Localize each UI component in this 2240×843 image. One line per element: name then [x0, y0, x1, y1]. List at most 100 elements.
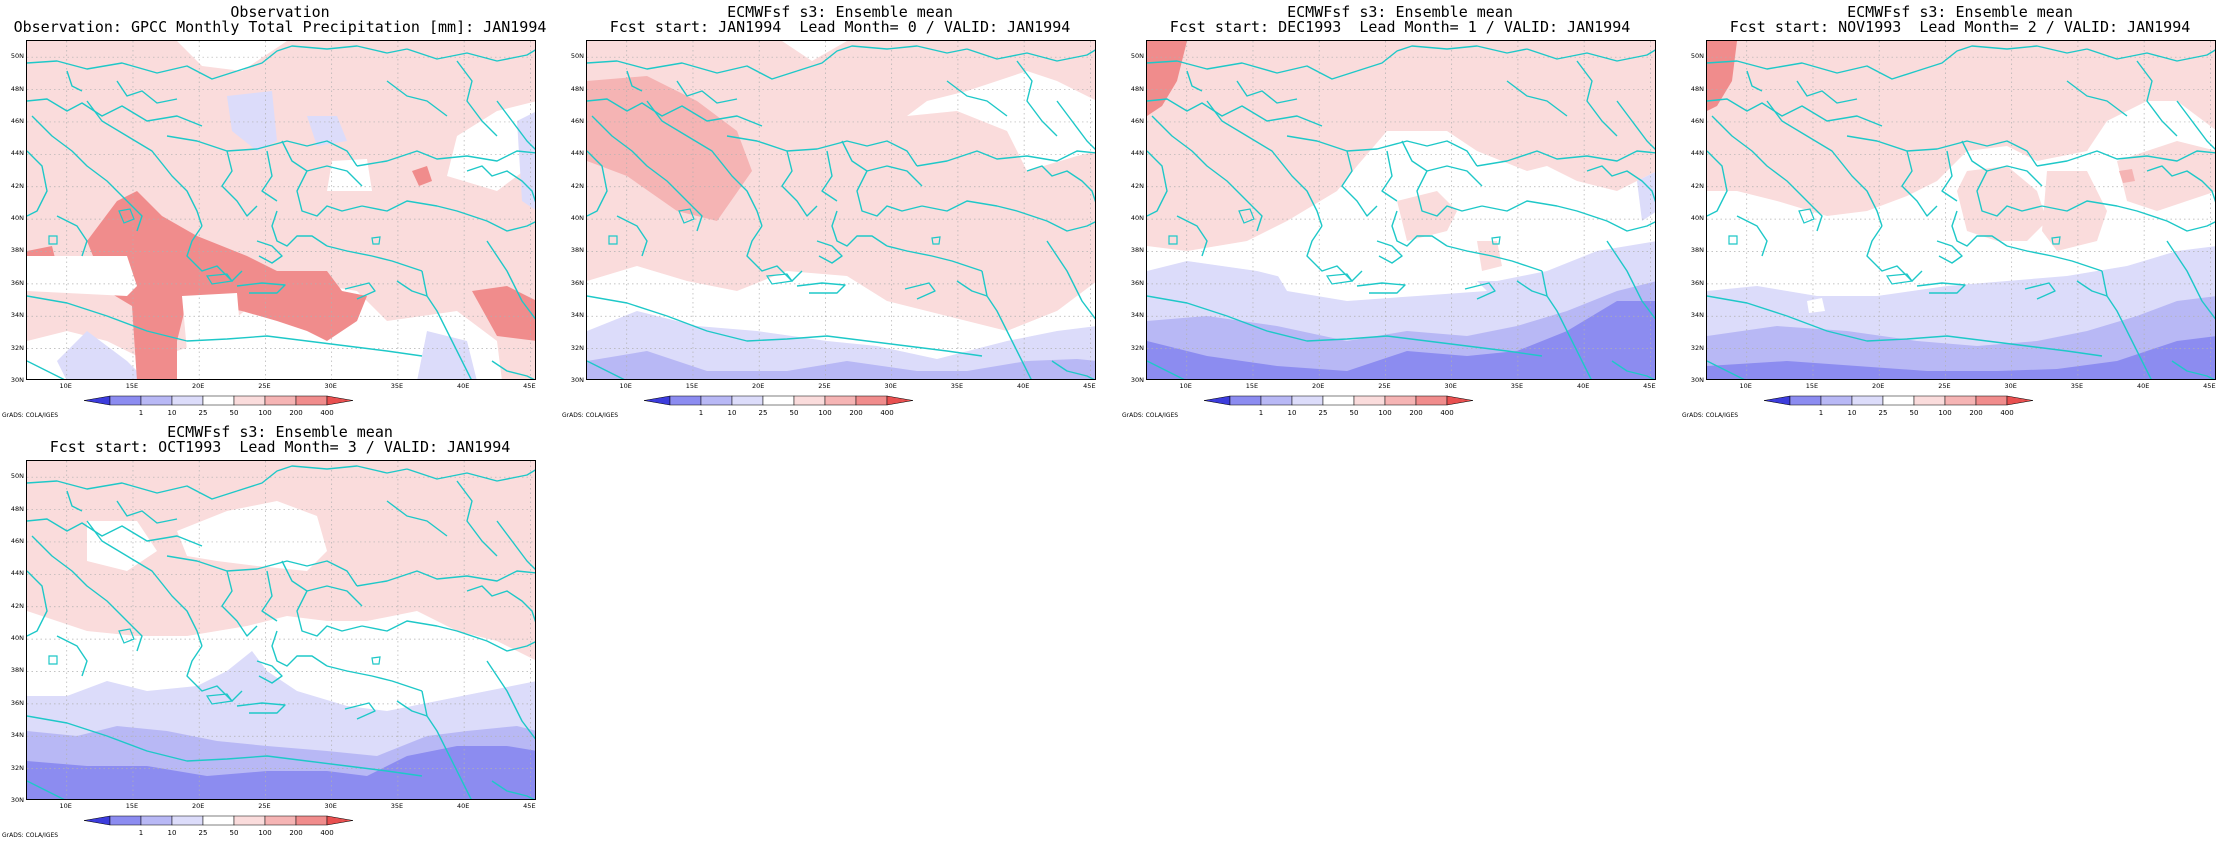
- colorbar-min-arrow: [1203, 395, 1231, 406]
- coastline: [1446, 245, 1543, 272]
- coastline: [326, 245, 423, 272]
- colorbar-min-arrow: [643, 395, 671, 406]
- latitude-label: 48N: [10, 84, 24, 93]
- coastline: [1206, 100, 1323, 227]
- shaded-contour-region: [472, 286, 535, 341]
- coastline: [1866, 225, 1923, 282]
- coastline: [616, 215, 648, 257]
- coastline: [2024, 282, 2056, 300]
- colorbar-tick-label: 200: [289, 409, 302, 417]
- latitude-label: 30N: [1690, 376, 1704, 384]
- longitude-label: 35E: [1510, 382, 1524, 390]
- colorbar-tick-label: 100: [1378, 409, 1391, 417]
- latitude-label: 42N: [1130, 181, 1144, 190]
- coastline: [946, 80, 1008, 117]
- longitude-label: 20E: [192, 802, 205, 810]
- coastline: [326, 665, 423, 692]
- coastline: [496, 520, 535, 570]
- colorbar-tick-label: 10: [168, 829, 177, 837]
- coastline: [1796, 80, 1858, 104]
- shaded-contour-region: [57, 331, 145, 379]
- colorbar-segment: [669, 395, 702, 406]
- colorbar-tick-label: 10: [168, 409, 177, 417]
- shaded-contour-region: [87, 191, 367, 379]
- longitude-label: 45E: [1643, 382, 1656, 390]
- coastline: [1147, 60, 1358, 80]
- colorbar-segment: [171, 815, 204, 826]
- island-outline: [931, 236, 941, 245]
- coastline: [1916, 45, 2088, 72]
- coastline: [1901, 150, 1938, 217]
- coastline: [1481, 200, 1655, 232]
- coastline: [587, 360, 625, 379]
- precipitation-map: [27, 461, 535, 799]
- colorbar-tick-label: 25: [1319, 409, 1328, 417]
- coastline: [486, 660, 535, 740]
- longitude-label: 35E: [390, 802, 404, 810]
- longitude-label: 45E: [2203, 382, 2216, 390]
- colorbar-segment: [1882, 395, 1915, 406]
- coastline: [781, 150, 818, 217]
- coastline: [1586, 165, 1655, 203]
- island-outline: [608, 235, 618, 245]
- longitude-label: 30E: [884, 382, 897, 390]
- coastline: [27, 715, 423, 777]
- colorbar-tick-label: 25: [199, 829, 208, 837]
- coastline: [166, 555, 358, 587]
- map-panel-lead-3: ECMWFsf s3: Ensemble mean Fcst start: OC…: [0, 420, 560, 840]
- coastline: [1376, 240, 1403, 264]
- colorbar: 1 10 25 50 100 200 400: [1760, 395, 2210, 419]
- shaded-contour-region: [307, 116, 347, 146]
- latitude-label: 46N: [570, 116, 584, 125]
- colorbar-segment: [731, 395, 764, 406]
- colorbar-segment: [140, 815, 173, 826]
- colorbar-max-arrow: [326, 815, 354, 826]
- colorbar-max-arrow: [886, 395, 914, 406]
- panel-title: ECMWFsf s3: Ensemble mean: [1847, 3, 2073, 21]
- coastline: [236, 282, 286, 294]
- shaded-contour-region: [1147, 41, 1187, 116]
- latitude-label: 30N: [1130, 376, 1144, 384]
- coastline: [1976, 170, 2043, 217]
- colorbar: 1 10 25 50 100 200 400: [640, 395, 1090, 419]
- coastline: [1526, 48, 1655, 62]
- coastline: [27, 570, 48, 637]
- coastline: [491, 360, 535, 379]
- colorbar-tick-label: 25: [199, 409, 208, 417]
- coastline: [221, 570, 258, 637]
- coastline: [2171, 360, 2215, 379]
- coastline: [356, 150, 535, 167]
- colorbar-tick-label: 50: [790, 409, 799, 417]
- grads-credit: GrADS: COLA/IGES: [2, 832, 59, 839]
- coastline: [386, 500, 448, 537]
- map-plot-area: [586, 40, 1096, 380]
- colorbar-segment: [202, 815, 235, 826]
- coastline: [496, 100, 535, 150]
- colorbar-tick-label: 1: [699, 409, 703, 417]
- coastline: [1286, 135, 1478, 167]
- latitude-label: 42N: [10, 181, 24, 190]
- map-plot-area: [26, 40, 536, 380]
- shaded-contour-region: [1397, 191, 1457, 241]
- island-outline: [2051, 236, 2061, 245]
- shaded-contour-region: [87, 521, 157, 571]
- latitude-label: 42N: [1690, 181, 1704, 190]
- latitude-label: 44N: [10, 149, 24, 158]
- coastline: [2076, 280, 2108, 297]
- colorbar-graphic: 1 10 25 50 100 200 400: [1763, 395, 2034, 417]
- panel-title: ECMWFsf s3: Ensemble mean: [167, 423, 393, 441]
- coastline: [236, 45, 408, 72]
- colorbar-segment: [1384, 395, 1417, 406]
- longitude-label: 30E: [324, 382, 337, 390]
- coastline: [1147, 360, 1185, 379]
- coastline: [591, 115, 703, 232]
- coastline: [1391, 210, 1448, 247]
- island-outline: [1798, 208, 1815, 224]
- coastline: [116, 80, 178, 104]
- island-outline: [1491, 236, 1501, 245]
- colorbar-tick-label: 50: [1350, 409, 1359, 417]
- coastline: [261, 150, 278, 202]
- coastline: [816, 240, 843, 264]
- coastline: [2176, 100, 2215, 150]
- colorbar-graphic: 1 10 25 50 100 200 400: [1203, 395, 1474, 417]
